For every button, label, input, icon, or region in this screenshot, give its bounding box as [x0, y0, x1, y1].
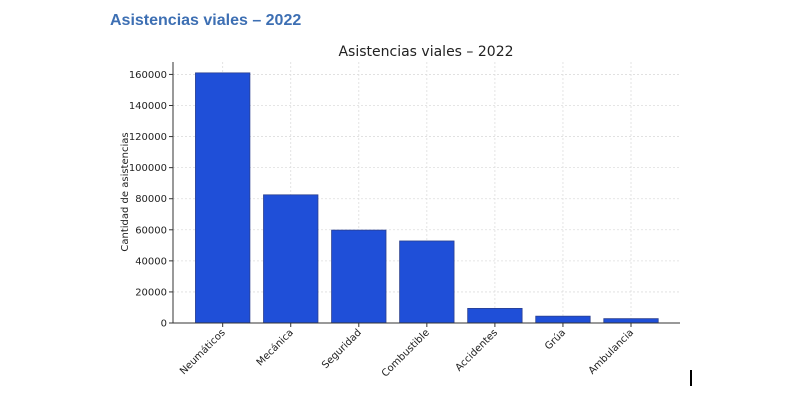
- y-tick-label: 20000: [135, 287, 167, 298]
- axes: [169, 62, 680, 327]
- bar-grúa: [535, 315, 591, 324]
- y-tick-label: 80000: [135, 194, 167, 205]
- y-axis-label: Cantidad de asistencias: [120, 132, 131, 251]
- bar-mecánica: [263, 194, 319, 324]
- x-tick-labels: Neumáticos Mecánica Seguridad Combustible Ac…: [177, 327, 636, 380]
- y-tick-label: 60000: [135, 225, 167, 236]
- x-tick-label: Accidentes: [454, 327, 500, 373]
- x-tick-label: Grúa: [542, 327, 568, 353]
- x-tick-label: Seguridad: [320, 327, 364, 371]
- x-tick-label: Ambulancia: [587, 327, 636, 376]
- bar-accidentes: [467, 307, 523, 324]
- bar-combustible: [399, 240, 455, 324]
- y-tick-label: 120000: [129, 132, 167, 143]
- bar-ambulancia: [603, 318, 659, 324]
- x-tick-label: Mecánica: [254, 327, 296, 369]
- bar-neumáticos: [195, 72, 251, 324]
- y-tick-label: 160000: [129, 70, 167, 81]
- x-tick-label: Neumáticos: [177, 327, 227, 377]
- y-tick-labels: 0 20000 40000 60000 80000 100000 120000 140000 1…: [129, 70, 167, 330]
- bar-seguridad: [331, 229, 387, 324]
- y-tick-label: 100000: [129, 163, 167, 174]
- x-tick-label: Combustible: [380, 327, 432, 379]
- chart-title: Asistencias viales – 2022: [338, 44, 513, 60]
- text-cursor: [690, 370, 692, 386]
- y-tick-label: 40000: [135, 256, 167, 267]
- document-heading: Asistencias viales – 2022: [110, 12, 302, 29]
- y-tick-label: 140000: [129, 101, 167, 112]
- y-tick-label: 0: [161, 319, 167, 330]
